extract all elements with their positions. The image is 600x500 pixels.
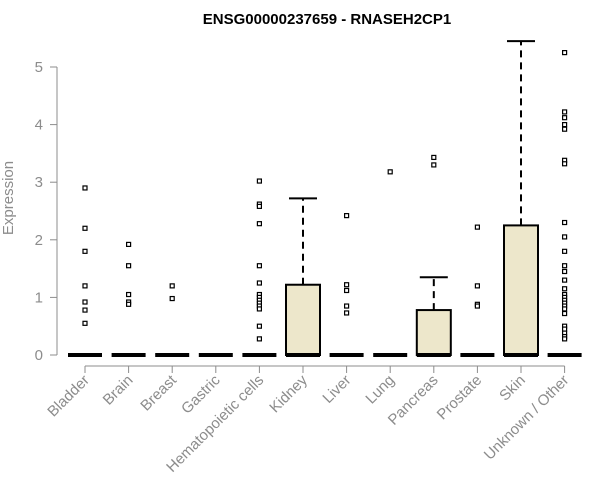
outlier-point — [561, 121, 568, 128]
outlier-point — [561, 161, 568, 167]
outlier-point — [561, 277, 568, 283]
box-group — [242, 178, 277, 357]
box-group — [155, 283, 190, 357]
outlier-point — [169, 283, 175, 289]
outlier-point — [431, 162, 437, 168]
outlier-point — [82, 248, 88, 254]
outlier-point — [431, 154, 437, 161]
outlier-point — [125, 241, 132, 248]
outlier-point — [561, 219, 568, 226]
y-axis-label: Expression — [0, 161, 17, 235]
outlier-point — [561, 109, 568, 115]
box-group — [285, 197, 321, 357]
x-tick-label: Prostate — [434, 372, 486, 424]
outlier-point — [125, 291, 132, 298]
outlier-point — [256, 221, 262, 227]
outlier-point — [561, 263, 568, 269]
outlier-point — [561, 336, 568, 342]
x-tick-label: Kidney — [266, 371, 311, 416]
iqr-box — [285, 283, 321, 356]
outlier-point — [82, 185, 88, 191]
outlier-point — [125, 301, 132, 307]
y-tick-label: 1 — [35, 289, 43, 306]
outlier-point — [256, 306, 262, 312]
outlier-point — [387, 169, 393, 175]
box-group — [503, 40, 539, 357]
plot-area — [68, 40, 582, 357]
y-tick-label: 4 — [35, 117, 43, 134]
y-axis: 0 1 2 3 4 5 — [35, 59, 58, 364]
outlier-point — [82, 307, 88, 313]
box-group — [547, 49, 582, 357]
outlier-point — [82, 299, 88, 305]
outlier-point — [344, 282, 350, 288]
outlier-point — [561, 126, 568, 132]
x-tick-label: Bladder — [44, 372, 93, 421]
outlier-point — [82, 225, 88, 231]
outlier-point — [561, 49, 568, 56]
y-tick-label: 3 — [35, 174, 43, 191]
outlier-point — [561, 310, 568, 317]
outlier-point — [256, 203, 262, 209]
outlier-point — [474, 303, 480, 309]
iqr-box — [503, 224, 539, 356]
x-tick-label: Liver — [319, 372, 354, 407]
iqr-box — [415, 309, 452, 356]
y-tick-label: 5 — [35, 59, 43, 76]
outlier-point — [561, 326, 568, 332]
box-group — [460, 224, 495, 357]
x-tick-label: Brain — [100, 372, 137, 409]
outlier-point — [256, 323, 262, 329]
x-tick-label: Lung — [362, 372, 398, 408]
box-group — [68, 185, 102, 357]
outlier-point — [561, 234, 568, 240]
box-group — [415, 154, 452, 357]
outlier-point — [82, 283, 88, 289]
outlier-point — [344, 303, 350, 309]
outlier-point — [474, 224, 480, 230]
outlier-point — [561, 268, 568, 275]
outlier-point — [344, 310, 350, 316]
chart-title: ENSG00000237659 - RNASEH2CP1 — [203, 11, 451, 28]
box-group — [373, 169, 408, 357]
outlier-point — [474, 283, 480, 289]
outlier-point — [256, 280, 262, 286]
outlier-point — [256, 263, 262, 269]
outlier-point — [561, 115, 568, 121]
outlier-point — [561, 306, 568, 312]
box-group — [329, 213, 364, 357]
outlier-point — [125, 263, 132, 269]
x-tick-label: Breast — [137, 371, 180, 414]
x-tick-label: Skin — [496, 372, 529, 405]
y-tick-label: 2 — [35, 232, 43, 249]
outlier-point — [256, 178, 262, 184]
box-group — [111, 241, 146, 357]
y-tick-label: 0 — [35, 347, 43, 364]
outlier-point — [561, 286, 568, 292]
outlier-point — [344, 213, 350, 219]
outlier-point — [82, 320, 88, 326]
outlier-point — [561, 248, 568, 254]
outlier-point — [256, 336, 262, 342]
outlier-point — [169, 295, 175, 302]
outlier-point — [344, 287, 350, 294]
